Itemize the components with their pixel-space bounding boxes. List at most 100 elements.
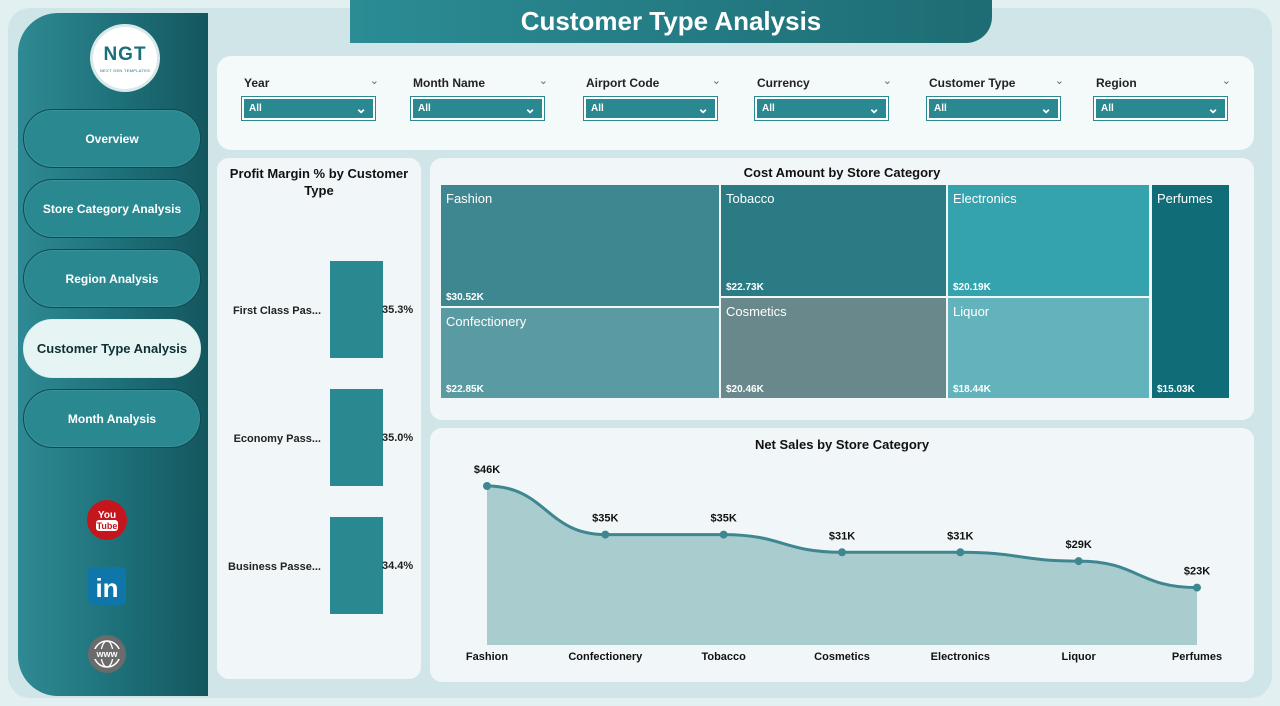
net-sales-data-label: $31K [829, 530, 855, 542]
profit-margin-title: Profit Margin % by Customer Type [229, 166, 409, 198]
svg-text:You: You [98, 510, 116, 521]
profit-margin-bar[interactable] [330, 517, 383, 614]
filter-currency-dropdown[interactable]: All ⌄ [754, 96, 889, 121]
treemap-cell-value: $30.52K [446, 292, 484, 303]
chevron-down-icon[interactable]: ⌄ [882, 75, 892, 87]
chevron-down-icon[interactable]: ⌄ [538, 75, 548, 87]
net-sales-data-label: $23K [1184, 566, 1210, 578]
filter-year-label: Year [244, 76, 270, 90]
youtube-icon[interactable]: You Tube [86, 499, 128, 541]
net-sales-x-tick: Fashion [466, 651, 508, 663]
net-sales-data-label: $31K [947, 530, 973, 542]
treemap-cell-electronics[interactable]: Electronics $20.19K [948, 185, 1149, 296]
logo-subtext: NEXT GEN TEMPLATES [99, 67, 151, 73]
profit-margin-panel: Profit Margin % by Customer Type First C… [217, 158, 421, 679]
nav-overview-button[interactable]: Overview [23, 109, 201, 168]
filter-currency-value: All [762, 103, 775, 114]
net-sales-data-label: $35K [592, 513, 618, 525]
chevron-down-icon: ⌄ [697, 100, 709, 116]
filter-month-name-label: Month Name [413, 76, 485, 90]
net-sales-data-label: $29K [1066, 539, 1092, 551]
profit-margin-label: Business Passe... [228, 561, 321, 573]
net-sales-point[interactable] [719, 530, 728, 539]
treemap-cell-value: $20.19K [953, 282, 991, 293]
net-sales-data-label: $46K [474, 464, 500, 476]
filter-month-name-dropdown[interactable]: All ⌄ [410, 96, 545, 121]
net-sales-x-tick: Cosmetics [814, 651, 870, 663]
profit-margin-value: 35.0% [382, 432, 414, 444]
filter-customer-type-dropdown[interactable]: All ⌄ [926, 96, 1061, 121]
chevron-down-icon[interactable]: ⌄ [711, 75, 721, 87]
filter-panel: Year ⌄ All ⌄ Month Name ⌄ All ⌄ Airport Co… [217, 56, 1254, 150]
treemap-cell-tobacco[interactable]: Tobacco $22.73K [721, 185, 946, 296]
profit-margin-bar[interactable] [330, 261, 383, 358]
filter-customer-type-label: Customer Type [929, 76, 1016, 90]
net-sales-area [487, 486, 1197, 645]
net-sales-point[interactable] [956, 548, 965, 557]
treemap-cell-label: Confectionery [446, 314, 527, 329]
svg-text:Tube: Tube [97, 521, 118, 531]
treemap-cell-value: $22.85K [446, 384, 484, 395]
website-icon[interactable]: www [86, 633, 128, 675]
filter-airport-code-value: All [591, 103, 604, 114]
net-sales-point[interactable] [1193, 583, 1201, 592]
nav-region-button[interactable]: Region Analysis [23, 249, 201, 308]
page-title: Customer Type Analysis [350, 0, 992, 43]
ngt-logo: NGT NEXT GEN TEMPLATES [90, 24, 160, 92]
filter-year-dropdown[interactable]: All ⌄ [241, 96, 376, 121]
svg-text:www: www [95, 649, 118, 659]
net-sales-title: Net Sales by Store Category [754, 437, 930, 452]
nav-month-button[interactable]: Month Analysis [23, 389, 201, 448]
net-sales-chart: $46K Fashion $35K Confectionery $35K Tobacco $… [466, 464, 1222, 663]
filter-airport-code-dropdown[interactable]: All ⌄ [583, 96, 718, 121]
linkedin-icon[interactable]: in [86, 565, 128, 607]
chevron-down-icon[interactable]: ⌄ [1054, 75, 1064, 87]
net-sales-x-tick: Perfumes [1172, 651, 1222, 663]
filter-region-label: Region [1096, 76, 1137, 90]
chevron-down-icon[interactable]: ⌄ [369, 75, 379, 87]
net-sales-point[interactable] [601, 530, 610, 539]
treemap-cell-value: $18.44K [953, 384, 991, 395]
treemap-cell-label: Cosmetics [726, 304, 787, 319]
profit-margin-value: 34.4% [382, 560, 414, 572]
treemap-cell-value: $20.46K [726, 384, 764, 395]
chevron-down-icon: ⌄ [524, 100, 536, 116]
treemap-cell-perfumes[interactable]: Perfumes $15.03K [1152, 185, 1229, 398]
treemap-cell-fashion[interactable]: Fashion $30.52K [441, 185, 719, 306]
treemap-cell-label: Fashion [446, 191, 493, 206]
net-sales-point[interactable] [838, 548, 846, 557]
net-sales-data-label: $35K [711, 513, 737, 525]
chevron-down-icon: ⌄ [1040, 100, 1052, 116]
net-sales-x-tick: Confectionery [568, 651, 643, 663]
treemap-cell-confectionery[interactable]: Confectionery $22.85K [441, 308, 719, 398]
chevron-down-icon: ⌄ [1207, 100, 1219, 116]
net-sales-point[interactable] [1074, 557, 1083, 566]
filter-currency-label: Currency [757, 76, 810, 90]
filter-region-dropdown[interactable]: All ⌄ [1093, 96, 1228, 121]
profit-margin-value: 35.3% [382, 304, 414, 316]
chevron-down-icon: ⌄ [355, 100, 367, 116]
treemap-cell-label: Perfumes [1157, 191, 1213, 206]
treemap-cell-label: Electronics [953, 191, 1017, 206]
profit-margin-bar[interactable] [330, 389, 383, 486]
net-sales-x-tick: Tobacco [701, 651, 746, 663]
chevron-down-icon[interactable]: ⌄ [1221, 75, 1231, 87]
cost-treemap-title: Cost Amount by Store Category [743, 165, 941, 180]
filter-region-value: All [1101, 103, 1114, 114]
treemap-cell-label: Liquor [953, 304, 990, 319]
filter-year-value: All [249, 103, 262, 114]
nav-store-category-button[interactable]: Store Category Analysis [23, 179, 201, 238]
treemap-cell-cosmetics[interactable]: Cosmetics $20.46K [721, 298, 946, 398]
nav-customer-type-button[interactable]: Customer Type Analysis [23, 319, 201, 378]
filter-customer-type-value: All [934, 103, 947, 114]
chevron-down-icon: ⌄ [868, 100, 880, 116]
profit-margin-label: First Class Pas... [232, 305, 321, 317]
net-sales-point[interactable] [483, 482, 491, 490]
net-sales-x-tick: Electronics [931, 651, 990, 663]
svg-text:in: in [95, 573, 118, 603]
filter-airport-code-label: Airport Code [586, 76, 660, 90]
treemap-cell-value: $15.03K [1157, 384, 1195, 395]
treemap-cell-value: $22.73K [726, 282, 764, 293]
treemap-cell-label: Tobacco [726, 191, 775, 206]
treemap-cell-liquor[interactable]: Liquor $18.44K [948, 298, 1149, 398]
